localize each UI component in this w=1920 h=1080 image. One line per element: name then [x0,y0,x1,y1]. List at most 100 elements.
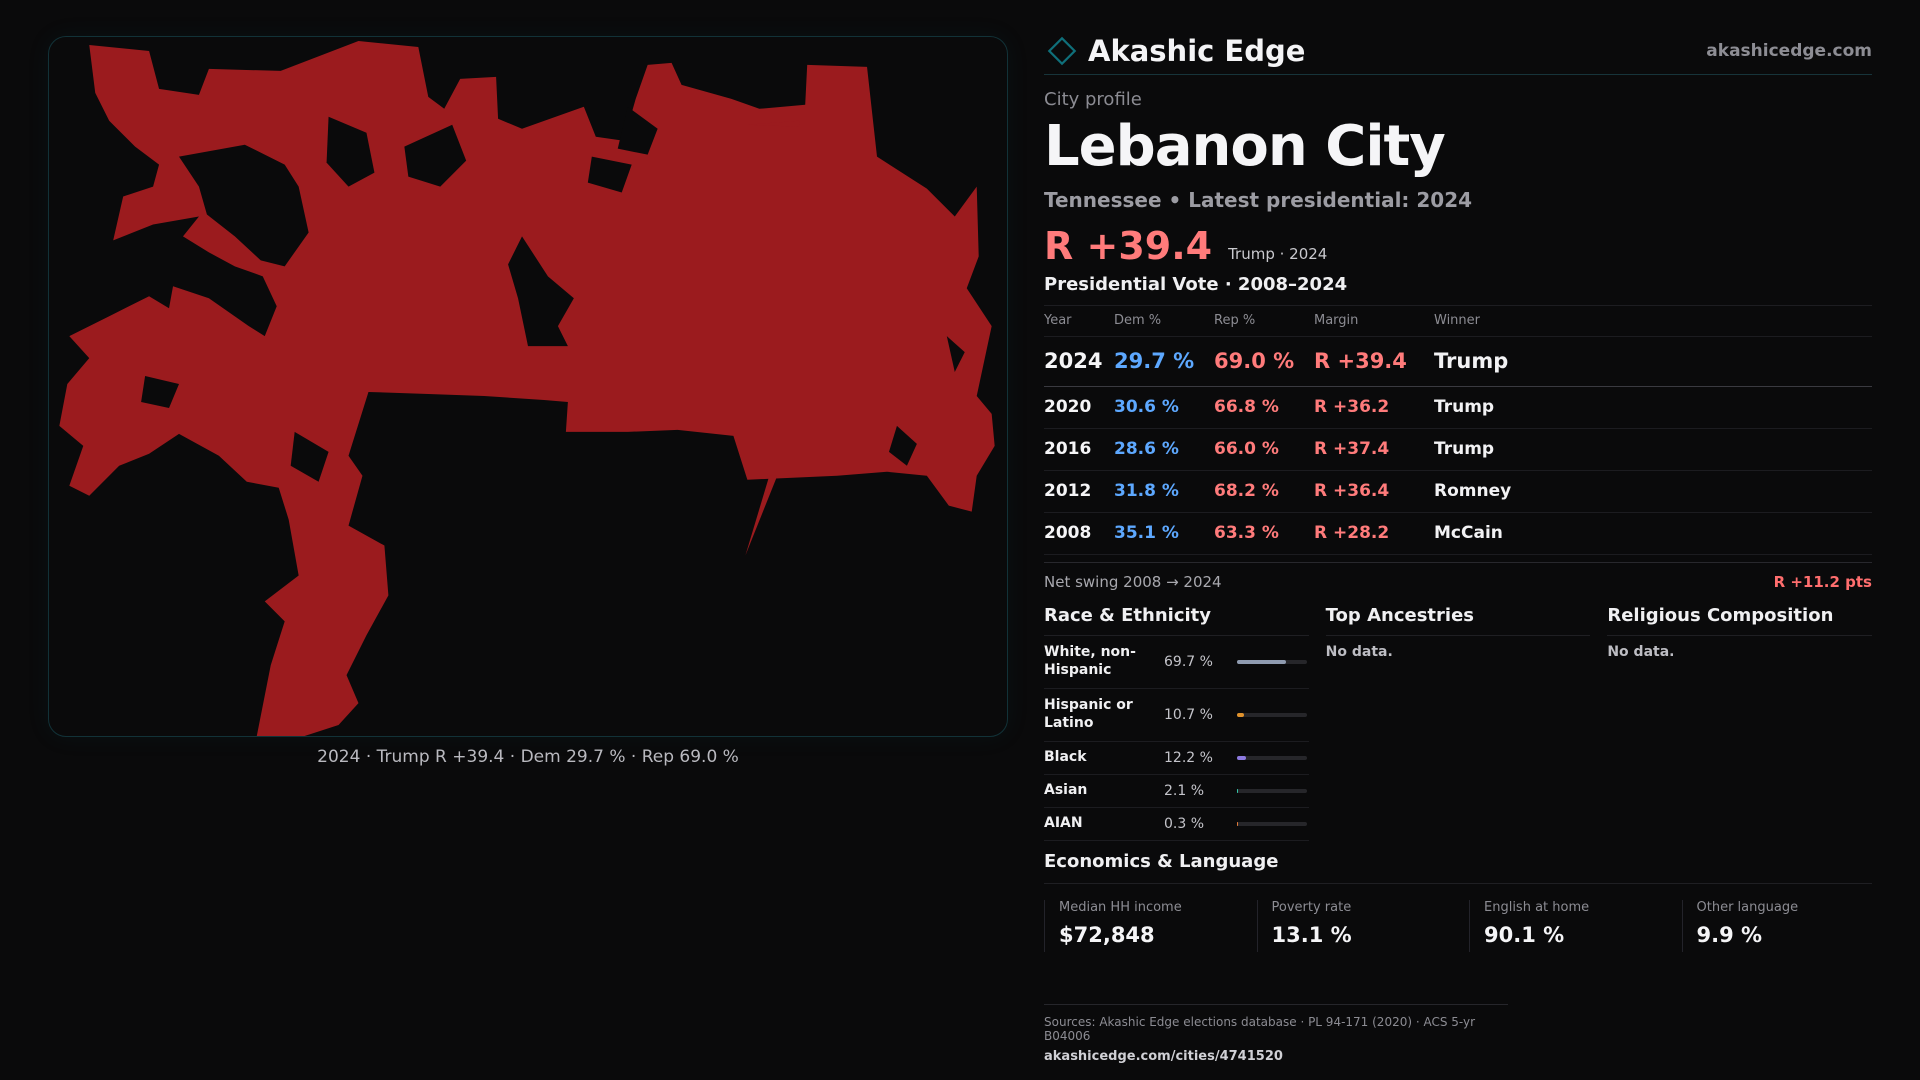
table-row: 2024 29.7 % 69.0 % R +39.4 Trump [1044,337,1872,387]
table-row: 2012 31.8 % 68.2 % R +36.4 Romney [1044,471,1872,513]
stat-value: $72,848 [1059,922,1155,947]
stat-median-income: Median HH income $72,848 [1044,899,1235,952]
cell-rep: 66.8 % [1214,397,1279,418]
race-row: AIAN 0.3 % [1044,808,1309,841]
stat-label: Poverty rate [1271,899,1352,915]
ancestries-title: Top Ancestries [1325,605,1591,636]
boundary-holes [141,106,965,482]
cell-winner: Romney [1434,481,1512,502]
stat-english-at-home: English at home 90.1 % [1469,899,1660,952]
table-row: 2008 35.1 % 63.3 % R +28.2 McCain [1044,513,1872,555]
race-ethnicity-panel: Race & Ethnicity White, non-Hispanic 69.7… [1044,605,1309,841]
city-boundary-region [59,40,995,736]
net-swing: Net swing 2008 → 2024 R +11.2 pts [1044,561,1872,591]
race-share-bar [1237,821,1307,826]
race-row: Asian 2.1 % [1044,775,1309,808]
cell-margin: R +39.4 [1314,349,1407,374]
religion-title: Religious Composition [1607,605,1873,636]
race-row: Black 12.2 % [1044,742,1309,775]
race-label: Asian [1044,781,1088,798]
map-caption: 2024 · Trump R +39.4 · Dem 29.7 % · Rep … [317,747,739,767]
cell-margin: R +37.4 [1314,439,1390,460]
page-eyebrow: City profile [1044,89,1142,110]
site-link[interactable]: akashicedge.com [1706,41,1872,61]
race-share-bar-fill [1237,755,1246,760]
stat-value: 13.1 % [1271,922,1352,947]
col-header-dem: Dem % [1114,313,1162,329]
col-header-margin: Margin [1314,313,1359,329]
race-row: White, non-Hispanic 69.7 % [1044,636,1309,689]
cell-dem: 30.6 % [1114,397,1179,418]
col-header-rep: Rep % [1214,313,1256,329]
cell-margin: R +28.2 [1314,523,1390,544]
city-boundary-shape [59,40,995,736]
stat-poverty-rate: Poverty rate 13.1 % [1256,899,1448,952]
cell-year: 2024 [1044,349,1103,374]
cell-dem: 35.1 % [1114,523,1179,544]
net-swing-label: Net swing 2008 → 2024 [1044,572,1222,591]
headline-margin-value: R +39.4 [1044,223,1213,268]
race-percent: 0.3 % [1164,815,1205,832]
brand[interactable]: Akashic Edge [1044,33,1305,69]
race-percent: 69.7 % [1164,653,1213,670]
city-boundary-map[interactable] [48,36,1008,737]
economics-stats: Median HH income $72,848 Poverty rate 13… [1044,899,1873,952]
page-title: Lebanon City [1044,114,1446,179]
cell-rep: 69.0 % [1214,349,1295,374]
presidential-vote-table: Year Dem % Rep % Margin Winner 2024 29.7… [1044,306,1872,555]
cell-winner: Trump [1434,397,1495,418]
page-subtitle: Tennessee • Latest presidential: 2024 [1044,187,1473,212]
race-label: Black [1044,748,1087,765]
race-share-bar-fill [1237,788,1239,793]
race-label: Hispanic or Latino [1044,697,1133,731]
race-list: White, non-Hispanic 69.7 % Hispanic or Lat… [1044,636,1309,841]
table-row: 2020 30.6 % 66.8 % R +36.2 Trump [1044,387,1872,429]
race-percent: 2.1 % [1164,782,1205,799]
stat-label: English at home [1484,899,1590,915]
brand-name: Akashic Edge [1088,34,1306,68]
headline-margin-note: Trump · 2024 [1228,244,1328,263]
cell-rep: 63.3 % [1214,523,1279,544]
ancestries-panel: Top Ancestries No data. [1325,605,1591,841]
stat-value: 9.9 % [1696,922,1763,947]
race-ethnicity-title: Race & Ethnicity [1044,605,1309,636]
stat-other-language: Other language 9.9 % [1681,899,1873,952]
sources-url-link[interactable]: akashicedge.com/cities/4741520 [1044,1048,1283,1064]
race-row: Hispanic or Latino 10.7 % [1044,689,1309,742]
table-row: 2016 28.6 % 66.0 % R +37.4 Trump [1044,429,1872,471]
cell-year: 2020 [1044,397,1092,418]
race-label: AIAN [1044,814,1083,831]
presidential-vote-title: Presidential Vote · 2008–2024 [1044,274,1872,306]
cell-rep: 66.0 % [1214,439,1279,460]
table-header-row: Year Dem % Rep % Margin Winner [1044,306,1872,337]
cell-margin: R +36.4 [1314,481,1390,502]
header: Akashic Edge akashicedge.com [1044,28,1872,75]
col-header-year: Year [1044,313,1072,329]
col-header-winner: Winner [1434,313,1481,329]
cell-year: 2008 [1044,523,1092,544]
headline-margin: R +39.4 Trump · 2024 [1044,224,1872,268]
race-share-bar [1237,659,1307,664]
sources-text: Sources: Akashic Edge elections database… [1044,1014,1476,1043]
cell-year: 2016 [1044,439,1092,460]
stat-label: Median HH income [1059,899,1182,915]
city-profile-panel: Akashic Edge akashicedge.com City profil… [1044,28,1873,1064]
cell-year: 2012 [1044,481,1092,502]
religion-panel: Religious Composition No data. [1607,605,1873,841]
cell-dem: 29.7 % [1114,349,1195,374]
cell-dem: 31.8 % [1114,481,1179,502]
cell-dem: 28.6 % [1114,439,1179,460]
cell-winner: Trump [1434,349,1509,374]
race-percent: 12.2 % [1164,749,1213,766]
diamond-logo-icon [1047,36,1077,66]
cell-winner: Trump [1434,439,1495,460]
race-percent: 10.7 % [1164,706,1213,723]
race-label: White, non-Hispanic [1044,644,1136,678]
race-share-bar [1237,755,1307,760]
cell-winner: McCain [1434,523,1503,544]
race-share-bar-fill [1237,712,1245,717]
sources-footer: Sources: Akashic Edge elections database… [1044,1003,1508,1064]
cell-rep: 68.2 % [1214,481,1279,502]
net-swing-value: R +11.2 pts [1773,572,1872,591]
ancestries-empty: No data. [1325,643,1393,660]
